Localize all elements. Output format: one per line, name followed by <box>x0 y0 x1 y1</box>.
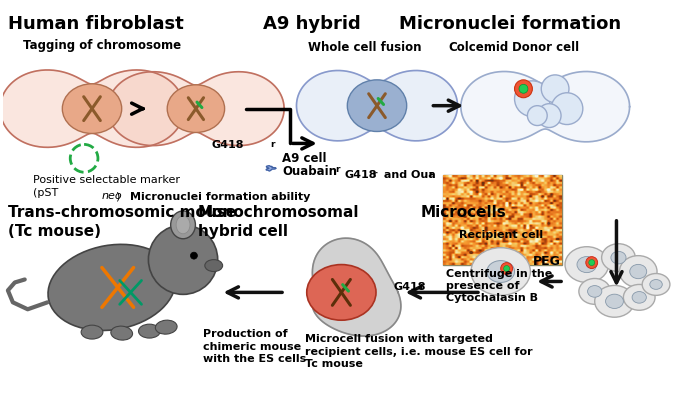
Polygon shape <box>266 166 276 171</box>
Circle shape <box>538 104 561 127</box>
Text: Monochromosomal
hybrid cell: Monochromosomal hybrid cell <box>198 205 359 239</box>
Ellipse shape <box>642 274 670 295</box>
Text: Tagging of chromosome: Tagging of chromosome <box>23 39 181 52</box>
Text: Microcells: Microcells <box>421 205 506 220</box>
Circle shape <box>148 225 218 294</box>
Ellipse shape <box>595 285 635 317</box>
Text: Ouabain: Ouabain <box>282 165 337 178</box>
Ellipse shape <box>632 291 646 303</box>
Polygon shape <box>311 238 401 336</box>
Ellipse shape <box>81 325 103 339</box>
Text: Microcell fusion with targeted
recipient cells, i.e. mouse ES cell for
Tc mouse: Microcell fusion with targeted recipient… <box>305 334 532 369</box>
Text: Human fibroblast: Human fibroblast <box>8 15 184 33</box>
Ellipse shape <box>167 85 225 133</box>
Polygon shape <box>461 72 630 142</box>
Ellipse shape <box>348 80 406 131</box>
Text: Micronuclei formation ability: Micronuclei formation ability <box>130 192 311 202</box>
Text: r: r <box>428 170 433 179</box>
Text: and Oua: and Oua <box>380 170 436 180</box>
Ellipse shape <box>471 248 531 295</box>
Bar <box>443 175 562 265</box>
Ellipse shape <box>205 260 223 271</box>
Ellipse shape <box>619 256 657 287</box>
Circle shape <box>191 252 197 259</box>
Circle shape <box>551 93 583 125</box>
Ellipse shape <box>624 284 655 310</box>
Text: Donor cell: Donor cell <box>512 41 579 54</box>
Ellipse shape <box>171 211 195 239</box>
Circle shape <box>519 84 528 93</box>
Ellipse shape <box>579 278 611 304</box>
Circle shape <box>586 257 598 269</box>
Ellipse shape <box>307 265 376 320</box>
Text: G418: G418 <box>394 282 426 293</box>
Text: Micronuclei formation: Micronuclei formation <box>399 15 621 33</box>
Text: A9 cell: A9 cell <box>282 152 326 165</box>
Ellipse shape <box>111 326 133 340</box>
Text: PEG: PEG <box>533 254 561 267</box>
Ellipse shape <box>650 280 663 289</box>
Ellipse shape <box>630 265 647 279</box>
Circle shape <box>514 80 532 98</box>
Ellipse shape <box>48 244 176 330</box>
Ellipse shape <box>602 244 635 271</box>
Ellipse shape <box>155 320 177 334</box>
Text: Positive selectable marker
(pST: Positive selectable marker (pST <box>33 175 180 197</box>
Text: A9 hybrid: A9 hybrid <box>263 15 361 33</box>
Text: neo: neo <box>102 191 122 201</box>
Text: Production of
chimeric mouse
with the ES cells: Production of chimeric mouse with the ES… <box>203 329 306 364</box>
Circle shape <box>541 75 569 103</box>
Ellipse shape <box>611 252 626 264</box>
Text: G418: G418 <box>344 170 377 180</box>
Ellipse shape <box>62 84 122 133</box>
Polygon shape <box>296 70 458 141</box>
Ellipse shape <box>587 286 602 297</box>
Circle shape <box>514 81 550 116</box>
Text: r: r <box>419 282 424 291</box>
Text: ): ) <box>115 191 119 201</box>
Text: Whole cell fusion: Whole cell fusion <box>308 41 421 54</box>
Text: Recipient cell: Recipient cell <box>458 230 543 240</box>
Text: r: r <box>335 165 340 174</box>
Polygon shape <box>108 72 284 146</box>
Text: Colcemid: Colcemid <box>448 41 509 54</box>
Ellipse shape <box>577 256 596 273</box>
Text: Trans-chromosomic mouse
(Tc mouse): Trans-chromosomic mouse (Tc mouse) <box>8 205 236 239</box>
Ellipse shape <box>176 216 190 234</box>
Text: Centrifuge in the
presence of
Cytochalasin B: Centrifuge in the presence of Cytochalas… <box>446 269 553 303</box>
Ellipse shape <box>487 260 514 282</box>
Text: r: r <box>270 140 275 149</box>
Polygon shape <box>0 70 184 147</box>
Ellipse shape <box>139 324 161 338</box>
Text: r: r <box>372 170 376 179</box>
Ellipse shape <box>606 294 624 309</box>
Text: G418: G418 <box>212 140 245 151</box>
Circle shape <box>589 260 595 266</box>
Circle shape <box>501 263 512 274</box>
Circle shape <box>503 266 510 271</box>
Circle shape <box>527 106 547 125</box>
Ellipse shape <box>565 247 609 282</box>
